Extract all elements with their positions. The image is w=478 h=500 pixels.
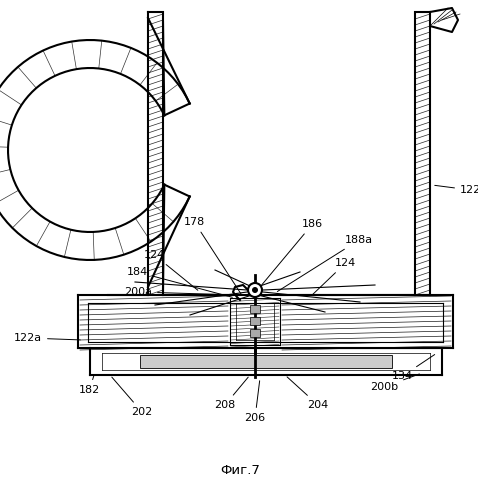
Text: 184: 184 (127, 267, 232, 298)
Bar (140, 355, 392, 368)
Text: 206: 206 (244, 381, 266, 423)
Text: Фиг.7: Фиг.7 (220, 464, 260, 476)
Bar (250, 329, 260, 337)
Text: 204: 204 (287, 377, 328, 410)
Text: 124: 124 (312, 258, 356, 295)
Text: 134: 134 (392, 354, 435, 381)
Text: 188a: 188a (277, 235, 373, 292)
Text: 182: 182 (79, 374, 100, 395)
Circle shape (252, 287, 258, 293)
Text: 122: 122 (435, 185, 478, 195)
Text: 200b: 200b (370, 374, 419, 392)
Bar (250, 317, 260, 325)
Text: 186: 186 (262, 219, 323, 285)
Text: 124: 124 (144, 250, 198, 290)
Bar (250, 305, 260, 313)
Text: 178: 178 (184, 217, 241, 294)
Text: 208: 208 (214, 377, 248, 410)
Circle shape (248, 283, 262, 297)
Polygon shape (78, 295, 228, 348)
Text: 122a: 122a (14, 333, 80, 343)
Text: 202: 202 (112, 377, 152, 417)
Text: 200a: 200a (124, 287, 237, 297)
